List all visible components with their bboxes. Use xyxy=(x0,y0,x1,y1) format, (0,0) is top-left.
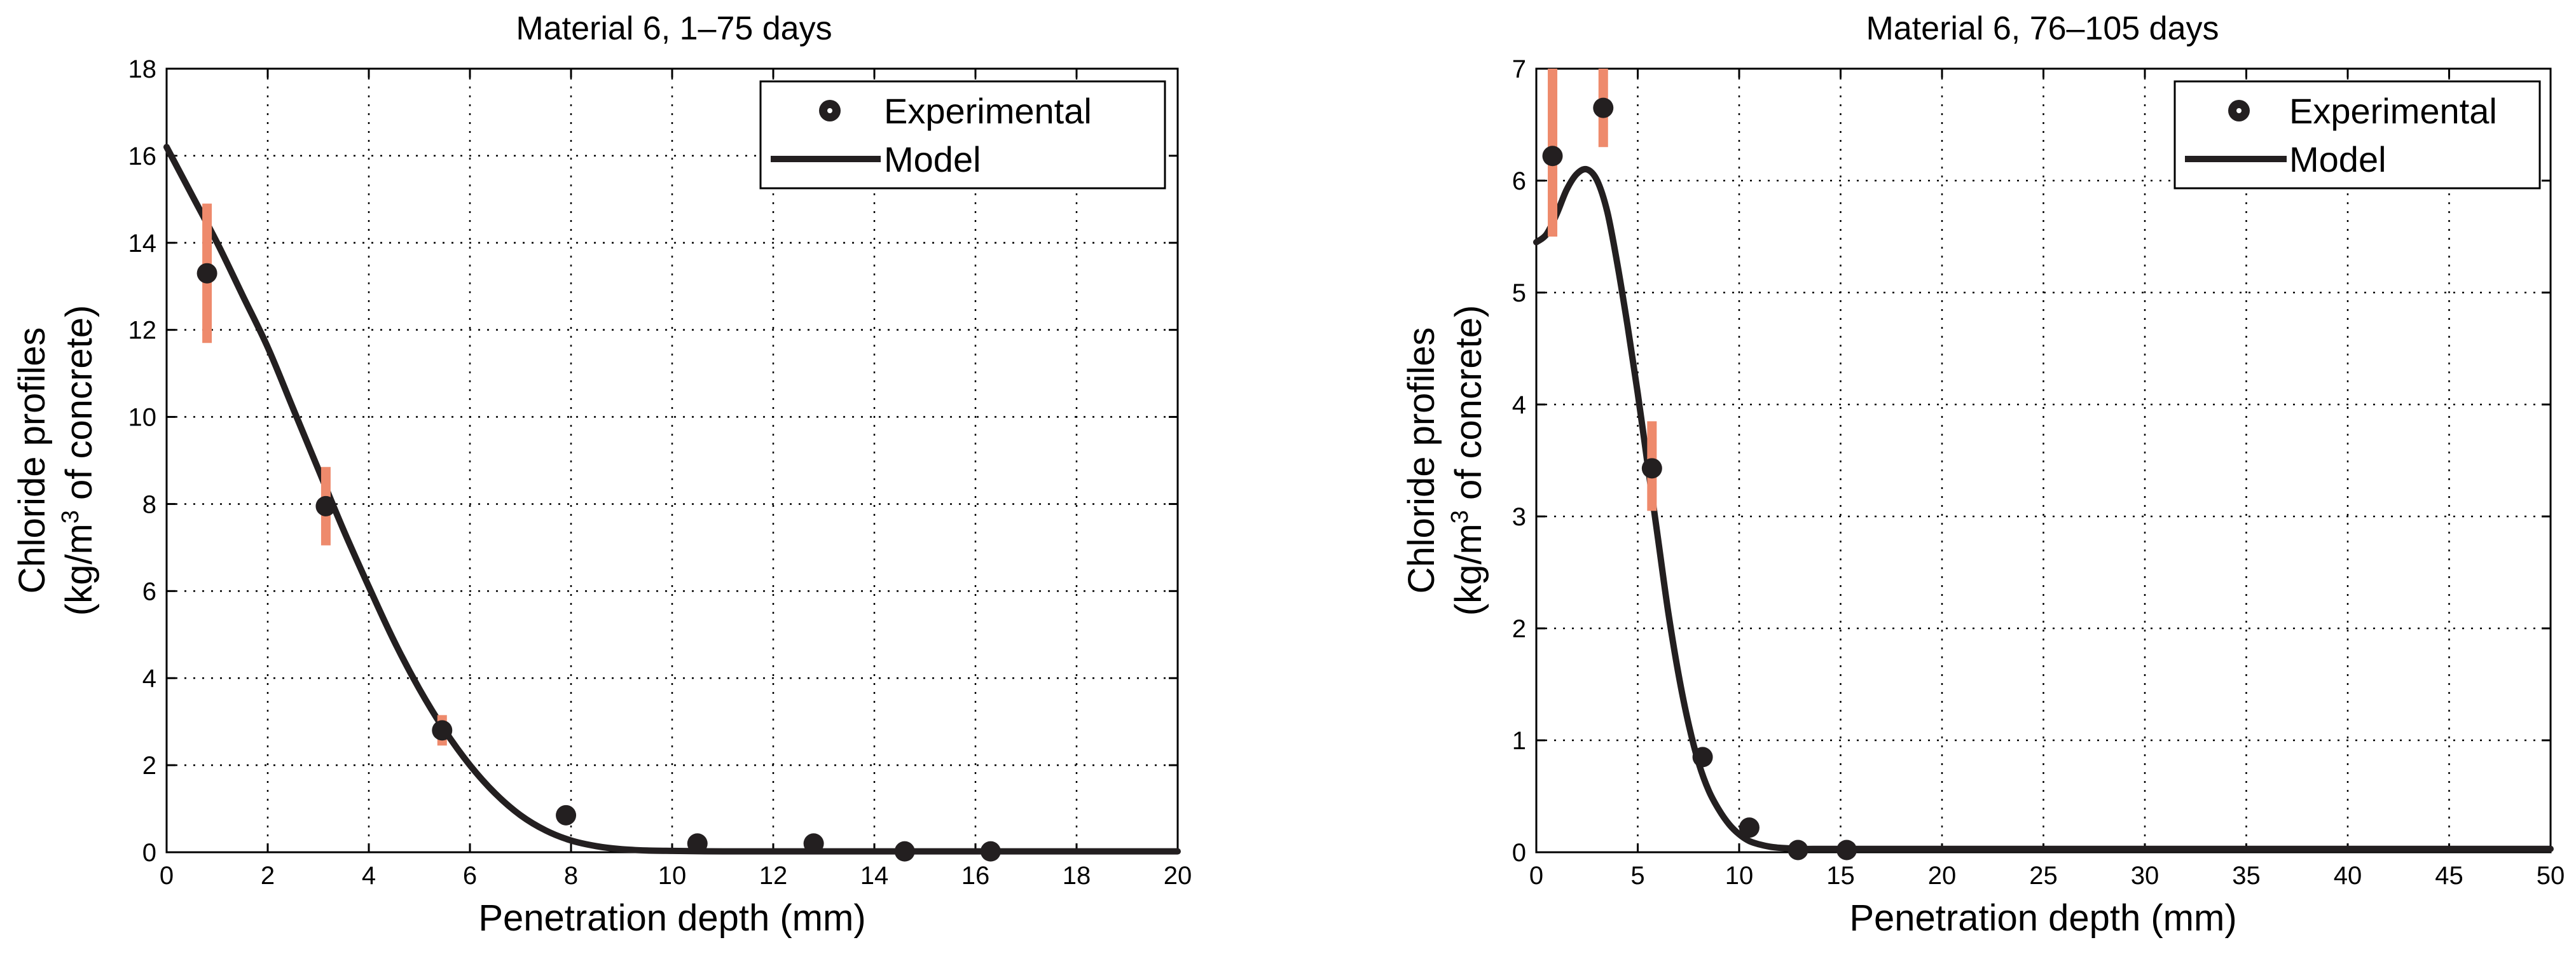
y-tick-label: 7 xyxy=(1512,55,1526,83)
y-axis-label-prefix: (kg/m xyxy=(59,523,100,616)
experimental-point xyxy=(894,841,915,862)
y-tick-label: 4 xyxy=(142,665,156,693)
experimental-point xyxy=(315,495,336,516)
y-axis-label-line2: (kg/m3 of concrete) xyxy=(57,305,100,616)
legend-box xyxy=(759,80,1166,190)
x-axis-label: Penetration depth (mm) xyxy=(1849,897,2236,939)
chart-right: Material 6, 76–105 days 0 5 10 15 20 25 30 35 40… xyxy=(1401,10,2565,939)
y-tick-label: 14 xyxy=(128,230,157,258)
experimental-point xyxy=(1739,817,1760,838)
x-tick-label: 0 xyxy=(160,862,174,890)
y-tick-label: 16 xyxy=(128,142,157,170)
x-tick-label: 30 xyxy=(2131,862,2159,890)
y-axis-label-prefix: (kg/m xyxy=(1448,523,1489,616)
legend-label-model: Model xyxy=(2289,139,2387,179)
x-tick-label: 14 xyxy=(860,862,889,890)
experimental-point xyxy=(1593,97,1614,118)
y-tick-label: 3 xyxy=(1512,503,1526,531)
x-axis-label: Penetration depth (mm) xyxy=(478,897,865,939)
experimental-point xyxy=(556,805,577,826)
x-tick-label: 2 xyxy=(261,862,275,890)
legend-box xyxy=(2173,80,2541,190)
y-tick-label: 6 xyxy=(142,577,156,605)
y-tick-label: 0 xyxy=(1512,839,1526,867)
x-tick-label: 5 xyxy=(1630,862,1644,890)
legend-marker-center xyxy=(2236,108,2242,113)
y-axis-label: Chloride profiles (kg/m3 of concrete) xyxy=(11,305,100,616)
legend-marker-center xyxy=(827,108,832,113)
y-tick-label: 8 xyxy=(142,490,156,518)
y-tick-label: 0 xyxy=(142,839,156,867)
y-axis-label-line2: (kg/m3 of concrete) xyxy=(1447,305,1489,616)
y-tick-label: 2 xyxy=(142,752,156,780)
experimental-point xyxy=(196,263,217,284)
legend: Experimental Model xyxy=(759,80,1166,190)
x-tick-label: 50 xyxy=(2537,862,2565,890)
y-axis-label-suffix: of concrete) xyxy=(1448,305,1489,510)
x-tick-label: 16 xyxy=(961,862,990,890)
x-tick-label: 10 xyxy=(658,862,687,890)
y-tick-label: 12 xyxy=(128,317,157,345)
chart-left: Material 6, 1–75 days 0 2 4 6 8 10 12 14 16 18 20 … xyxy=(11,10,1192,939)
chart-title: Material 6, 76–105 days xyxy=(1866,10,2219,47)
model-line xyxy=(163,144,1181,855)
x-tick-label: 12 xyxy=(759,862,788,890)
y-tick-label: 1 xyxy=(1512,727,1526,755)
y-axis-label-line1: Chloride profiles xyxy=(1401,327,1442,593)
experimental-point xyxy=(1542,146,1563,167)
y-tick-label: 5 xyxy=(1512,279,1526,307)
x-tick-label: 25 xyxy=(2029,862,2058,890)
y-axis-label-superscript: 3 xyxy=(57,510,84,523)
experimental-point xyxy=(980,841,1001,862)
y-tick-label: 18 xyxy=(128,55,157,83)
x-tick-label: 8 xyxy=(564,862,578,890)
x-tick-label: 0 xyxy=(1529,862,1543,890)
experimental-point xyxy=(432,720,453,741)
x-tick-label: 40 xyxy=(2334,862,2362,890)
y-tick-label: 6 xyxy=(1512,167,1526,195)
x-tick-label: 4 xyxy=(362,862,376,890)
y-axis-label: Chloride profiles (kg/m3 of concrete) xyxy=(1401,305,1489,616)
experimental-point xyxy=(803,833,824,854)
x-tick-label: 15 xyxy=(1826,862,1855,890)
y-tick-label: 4 xyxy=(1512,391,1526,419)
experimental-point xyxy=(1692,747,1713,768)
y-axis-label-line1: Chloride profiles xyxy=(11,327,53,593)
x-tick-label: 20 xyxy=(1928,862,1957,890)
experimental-point xyxy=(1836,840,1857,861)
x-tick-label: 35 xyxy=(2232,862,2261,890)
chart-title: Material 6, 1–75 days xyxy=(516,10,832,47)
x-tick-label: 18 xyxy=(1063,862,1091,890)
y-tick-label: 2 xyxy=(1512,615,1526,643)
x-tick-label: 20 xyxy=(1164,862,1192,890)
experimental-point xyxy=(1641,458,1662,479)
y-axis-label-superscript: 3 xyxy=(1447,510,1473,523)
x-tick-label: 45 xyxy=(2435,862,2463,890)
experimental-point xyxy=(687,833,708,854)
legend-label-experimental: Experimental xyxy=(2289,91,2497,131)
legend-label-experimental: Experimental xyxy=(884,91,1092,131)
x-tick-label: 10 xyxy=(1725,862,1754,890)
y-tick-label: 10 xyxy=(128,404,157,432)
y-axis-label-suffix: of concrete) xyxy=(59,305,100,510)
experimental-point xyxy=(1787,840,1808,861)
legend-label-model: Model xyxy=(884,139,981,179)
x-tick-label: 6 xyxy=(463,862,477,890)
model-line xyxy=(1533,165,2554,852)
legend: Experimental Model xyxy=(2173,80,2541,190)
